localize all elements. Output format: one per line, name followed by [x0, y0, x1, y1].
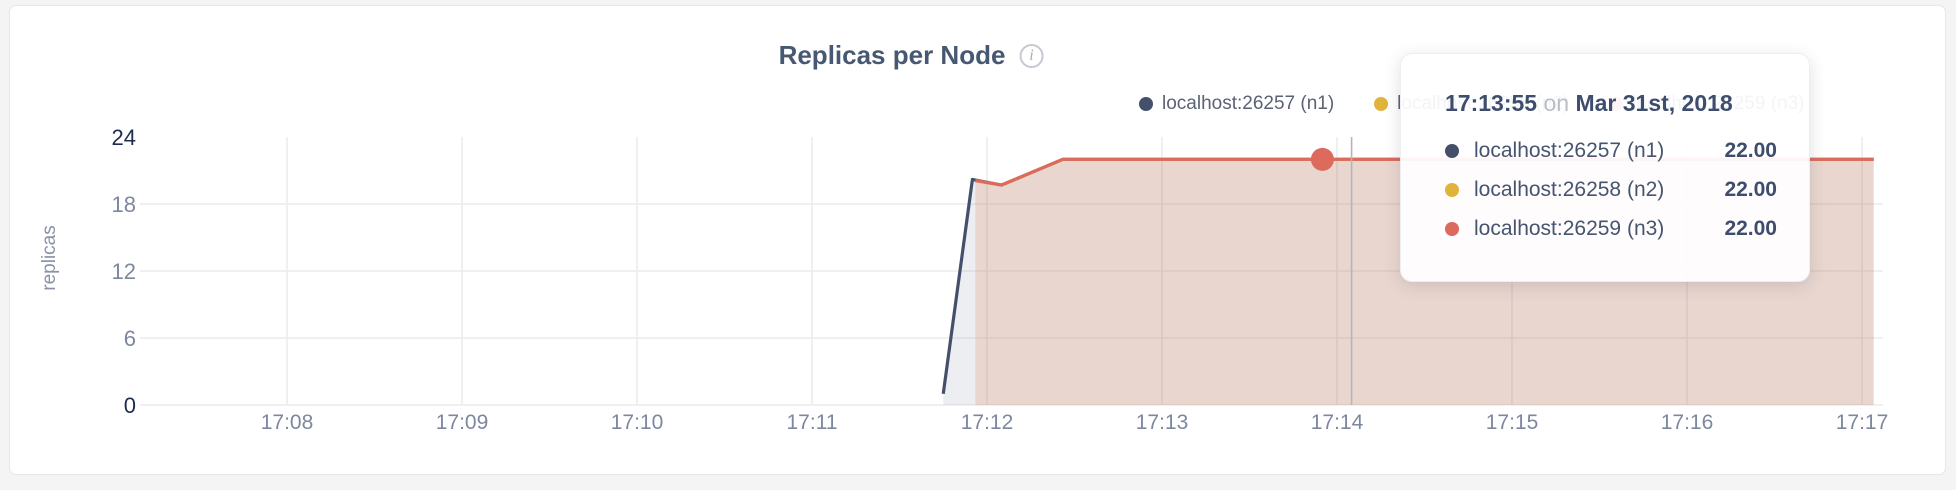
tooltip-row-dot [1445, 143, 1459, 158]
x-tick-label: 17:14 [1311, 411, 1364, 434]
tooltip-row-dot [1445, 221, 1459, 236]
hover-tooltip: 17:13:55 on Mar 31st, 2018 localhost:262… [1400, 53, 1810, 282]
tooltip-header: 17:13:55 on Mar 31st, 2018 [1445, 90, 1777, 117]
legend-dot [1374, 97, 1389, 111]
legend-dot [1139, 97, 1153, 111]
tooltip-time: 17:13:55 [1445, 90, 1538, 116]
tooltip-row-label: localhost:26258 (n2) [1474, 177, 1665, 201]
chart-header: Replicas per Node i [779, 40, 1044, 71]
axis-labels: 17:08 17:09 17:10 17:11 17:12 17:13 17:14 17:15… [112, 125, 1889, 434]
y-axis-title: replicas [39, 225, 60, 291]
x-tick-label: 17:08 [261, 411, 314, 434]
tooltip-row-n3: localhost:26259 (n3) 22.00 [1445, 209, 1777, 248]
tooltip-row-n2: localhost:26258 (n2) 22.00 [1445, 170, 1777, 209]
tooltip-row-value: 22.00 [1724, 216, 1777, 240]
tooltip-rows: localhost:26257 (n1) 22.00 localhost:26258… [1445, 131, 1777, 248]
tooltip-row-n1: localhost:26257 (n1) 22.00 [1445, 131, 1777, 170]
y-tick-label: 0 [124, 393, 136, 418]
tooltip-row-value: 22.00 [1724, 177, 1777, 201]
tooltip-conjunction: on [1543, 90, 1570, 116]
x-tick-label: 17:09 [436, 411, 489, 434]
chart-title: Replicas per Node [778, 40, 1006, 70]
x-tick-label: 17:11 [787, 411, 838, 434]
x-tick-label: 17:13 [1136, 411, 1189, 434]
y-tick-label: 12 [112, 259, 136, 284]
y-tick-label: 24 [112, 125, 136, 150]
tooltip-date: Mar 31st, 2018 [1575, 90, 1733, 116]
x-tick-label: 17:15 [1486, 411, 1539, 434]
x-tick-label: 17:12 [961, 411, 1014, 434]
tooltip-row-dot [1445, 182, 1459, 197]
tooltip-row-label: localhost:26257 (n1) [1474, 138, 1665, 162]
x-tick-label: 17:10 [611, 411, 664, 434]
y-tick-label: 6 [124, 326, 136, 351]
x-tick-label: 17:16 [1661, 411, 1714, 434]
tooltip-row-label: localhost:26259 (n3) [1474, 216, 1665, 240]
hover-point-dot[interactable] [1310, 147, 1334, 171]
legend-item-n1[interactable]: localhost:26257 (n1) [1139, 93, 1334, 115]
info-icon[interactable]: i [1019, 43, 1044, 68]
x-tick-label: 17:17 [1836, 411, 1889, 434]
legend-label: localhost:26257 (n1) [1162, 93, 1335, 114]
y-tick-label: 18 [112, 192, 136, 217]
tooltip-row-value: 22.00 [1724, 138, 1777, 162]
